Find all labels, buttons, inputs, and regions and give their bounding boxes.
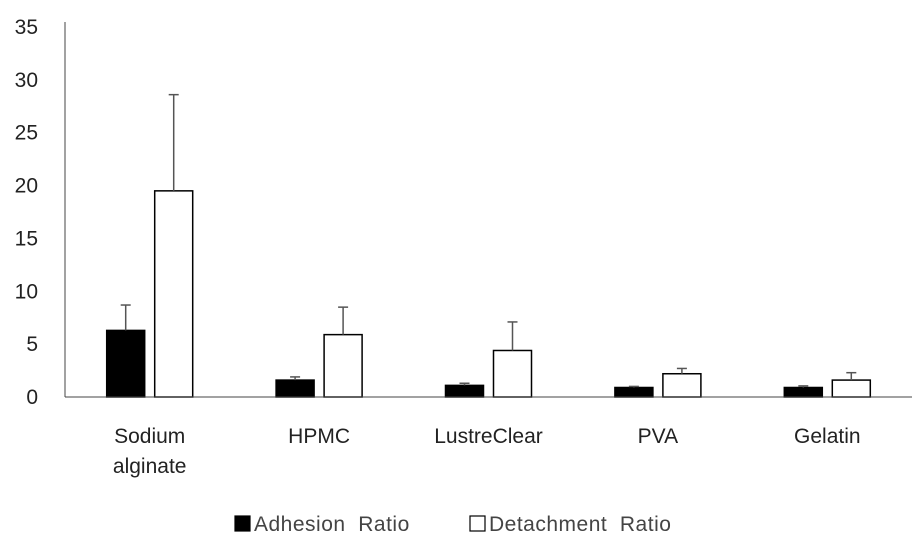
legend: Adhesion Ratio Detachment Ratio: [234, 513, 671, 536]
y-tick-label: 15: [15, 227, 38, 250]
x-tick-label: HPMC: [288, 425, 350, 448]
bar-detachment: [662, 372, 702, 398]
legend-label: Detachment Ratio: [489, 513, 671, 536]
legend-swatch: [469, 515, 486, 532]
bar-detachment: [831, 379, 872, 398]
y-tick-label: 10: [15, 280, 38, 303]
y-tick-label: 25: [15, 122, 38, 145]
x-tick-label: Sodium alginate: [113, 425, 187, 478]
bar-adhesion: [444, 384, 485, 398]
bar-detachment: [153, 190, 194, 398]
y-axis: 0 5 10 15 20 25 30 35: [15, 16, 66, 409]
bar-adhesion: [783, 386, 824, 398]
y-tick-label: 35: [15, 16, 38, 39]
x-axis: Sodium alginate HPMC LustreClear PVA Gelatin: [65, 396, 912, 478]
x-tick-label: LustreClear: [434, 425, 543, 448]
bar-adhesion: [275, 379, 315, 398]
bar-adhesion: [105, 329, 146, 398]
bar-detachment: [492, 349, 533, 398]
bar-adhesion: [614, 386, 654, 398]
bars: [105, 190, 872, 398]
error-bars: [120, 93, 857, 388]
bar-detachment: [323, 333, 363, 398]
x-tick-label: PVA: [638, 425, 678, 448]
y-tick-label: 20: [15, 175, 38, 198]
y-tick-label: 30: [15, 69, 38, 92]
legend-label: Adhesion Ratio: [254, 513, 410, 536]
y-tick-label: 0: [26, 386, 38, 409]
legend-swatch: [234, 515, 251, 532]
y-tick-label: 5: [26, 333, 38, 356]
x-tick-label: Gelatin: [794, 425, 861, 448]
